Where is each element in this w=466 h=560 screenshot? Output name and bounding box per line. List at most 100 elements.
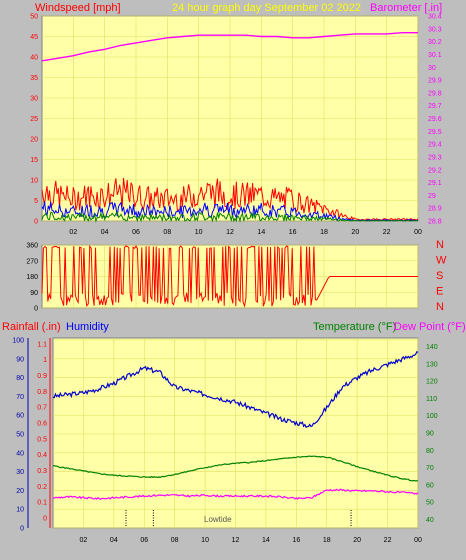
temperature-tick-label: 90 — [426, 431, 434, 438]
humidity-tick-label: 70 — [16, 394, 24, 401]
barometer-series — [41, 32, 418, 62]
time-tick-label: 04 — [110, 537, 118, 544]
compass-label: S — [436, 270, 443, 282]
humidity-tick-label: 40 — [16, 450, 24, 457]
time-tick-label: 02 — [69, 229, 77, 236]
time-tick-label: 12 — [232, 537, 240, 544]
time-tick-label: 10 — [201, 537, 209, 544]
barometer-tick-label: 30.1 — [428, 52, 442, 59]
humidity-tick-label: 100 — [12, 338, 24, 345]
windspeed-axis-label: Windspeed [mph] — [35, 2, 121, 14]
humidity-series — [52, 350, 419, 429]
compass-label: N — [436, 301, 444, 313]
time-tick-label: 06 — [140, 537, 148, 544]
barometer-tick-label: 30.3 — [428, 26, 442, 33]
wind-low-series — [41, 211, 419, 223]
rainfall-tick-label: 0.4 — [37, 452, 47, 459]
humidity-tick-label: 60 — [16, 413, 24, 420]
direction-tick-label: 270 — [26, 258, 38, 265]
compass-label: N — [436, 239, 444, 251]
barometer-axis-label: Barometer [.in] — [370, 2, 442, 14]
time-tick-label: 04 — [101, 229, 109, 236]
rainfall-tick-label: 1.1 — [37, 341, 47, 348]
rainfall-tick-label: 0.3 — [37, 468, 47, 475]
time-tick-label: 20 — [353, 537, 361, 544]
barometer-tick-label: 29.8 — [428, 90, 442, 97]
dewpoint-axis-label: Dew Point (°F) — [394, 321, 466, 333]
time-tick-label: 18 — [323, 537, 331, 544]
barometer-tick-label: 29.9 — [428, 78, 442, 85]
temperature-tick-label: 40 — [426, 517, 434, 524]
barometer-tick-label: 28.8 — [428, 219, 442, 226]
wind-direction-y-ticks: 0 90 180 270 360 — [26, 243, 38, 313]
barometer-tick-label: 30.4 — [428, 14, 442, 21]
barometer-tick-label: 28.9 — [428, 206, 442, 213]
barometer-y-ticks: 28.8 28.9 29 29.1 29.2 29.3 29.4 29.5 29.6 29.7 29… — [428, 14, 442, 226]
barometer-tick-label: 29.7 — [428, 103, 442, 110]
windspeed-tick-label: 0 — [34, 219, 38, 226]
rainfall-tick-label: 0.6 — [37, 421, 47, 428]
rainfall-tick-label: 0 — [43, 516, 47, 523]
temperature-tick-label: 80 — [426, 448, 434, 455]
windspeed-tick-label: 20 — [30, 137, 38, 144]
humidity-y-ticks: 0 10 20 30 40 50 60 70 80 90 100 — [12, 338, 24, 533]
temperature-tick-label: 120 — [426, 379, 438, 386]
direction-tick-label: 360 — [26, 243, 38, 250]
windspeed-y-ticks: 0 5 10 15 20 25 30 35 40 45 50 — [30, 14, 38, 226]
rainfall-tick-label: 0.9 — [37, 373, 47, 380]
wind-direction-data — [41, 244, 418, 308]
rainfall-tick-label: 0.5 — [37, 436, 47, 443]
dewpoint-series — [52, 488, 419, 501]
temperature-tick-label: 50 — [426, 500, 434, 507]
windspeed-x-ticks: 02 04 06 08 10 12 14 16 18 20 22 00 — [69, 229, 422, 236]
graph-title: 24 hour graph day September 02 2022 — [172, 2, 361, 14]
lowtide-annotation: Lowtide — [204, 515, 232, 524]
humidity-tick-label: 10 — [16, 507, 24, 514]
rainfall-tick-label: 0.8 — [37, 389, 47, 396]
time-tick-label: 00 — [414, 537, 422, 544]
barometer-tick-label: 29.2 — [428, 167, 442, 174]
time-tick-label: 20 — [351, 229, 359, 236]
temperature-tick-label: 70 — [426, 465, 434, 472]
humidity-temperature-data — [52, 350, 419, 526]
windspeed-tick-label: 30 — [30, 96, 38, 103]
barometer-tick-label: 30 — [428, 65, 436, 72]
rainfall-y-ticks: 0 0.1 0.2 0.3 0.4 0.5 0.6 0.7 0.8 0.9 1 1.1 — [37, 341, 47, 522]
rainfall-tick-label: 0.2 — [37, 484, 47, 491]
windspeed-tick-label: 35 — [30, 75, 38, 82]
windspeed-series — [41, 177, 419, 221]
time-tick-label: 16 — [292, 537, 300, 544]
temperature-series — [52, 455, 419, 482]
rainfall-axis-label: Rainfall (.in) — [2, 321, 61, 333]
compass-label: W — [436, 255, 447, 267]
rainfall-tick-label: 0.7 — [37, 405, 47, 412]
temperature-tick-label: 60 — [426, 482, 434, 489]
time-tick-label: 10 — [195, 229, 203, 236]
humidity-tick-label: 20 — [16, 488, 24, 495]
temperature-axis-label: Temperature (°F) — [313, 321, 396, 333]
time-tick-label: 16 — [289, 229, 297, 236]
rainfall-tick-label: 0.1 — [37, 500, 47, 507]
windspeed-tick-label: 50 — [30, 14, 38, 21]
windspeed-tick-label: 15 — [30, 157, 38, 164]
temperature-tick-label: 140 — [426, 344, 438, 351]
windspeed-tick-label: 5 — [34, 198, 38, 205]
temperature-tick-label: 100 — [426, 413, 438, 420]
barometer-tick-label: 29.6 — [428, 116, 442, 123]
barometer-tick-label: 29.4 — [428, 142, 442, 149]
time-tick-label: 22 — [383, 229, 391, 236]
barometer-tick-label: 29 — [428, 193, 436, 200]
direction-tick-label: 90 — [30, 290, 38, 297]
humidity-grid — [27, 338, 419, 529]
windspeed-tick-label: 40 — [30, 55, 38, 62]
rainfall-tick-label: 1 — [43, 357, 47, 364]
time-tick-label: 14 — [262, 537, 270, 544]
compass-label: E — [436, 286, 443, 298]
time-tick-label: 08 — [171, 537, 179, 544]
windspeed-data — [41, 32, 419, 223]
time-tick-label: 18 — [320, 229, 328, 236]
time-tick-label: 12 — [226, 229, 234, 236]
barometer-tick-label: 29.1 — [428, 180, 442, 187]
